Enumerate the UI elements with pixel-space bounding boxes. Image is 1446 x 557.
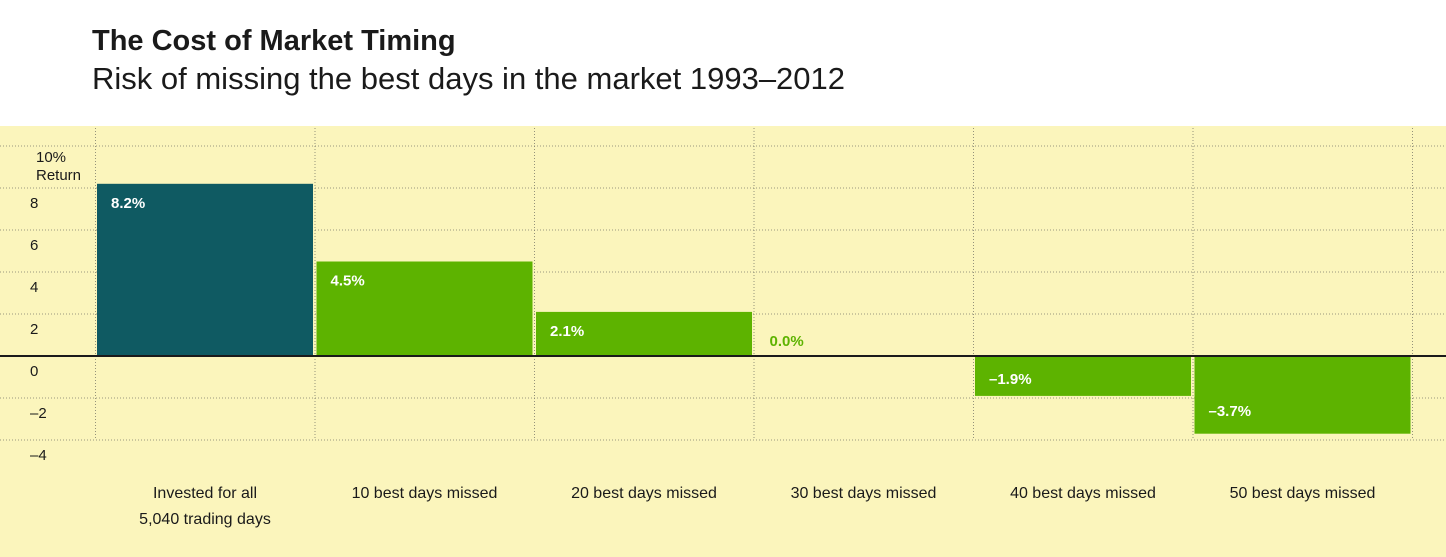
data-label: –1.9% — [989, 371, 1032, 388]
data-label: 0.0% — [770, 333, 804, 350]
bar — [975, 356, 1191, 396]
category-label: 50 best days missed — [1230, 485, 1376, 502]
category-label: 20 best days missed — [571, 485, 717, 502]
y-tick-label: –4 — [30, 447, 47, 464]
y-tick-label: –2 — [30, 405, 47, 422]
category-label: Invested for all — [153, 485, 257, 502]
chart-title: The Cost of Market Timing — [92, 25, 456, 57]
y-tick-label: 6 — [30, 237, 38, 254]
y-tick-label: 2 — [30, 321, 38, 338]
y-tick-label: 8 — [30, 195, 38, 212]
bar — [316, 261, 533, 356]
data-label: –3.7% — [1209, 403, 1252, 420]
category-label: 5,040 trading days — [139, 511, 271, 528]
bar — [536, 311, 752, 356]
bar — [97, 183, 313, 356]
data-label: 4.5% — [331, 273, 365, 290]
data-label: 2.1% — [550, 323, 584, 340]
y-tick-label: 10% — [36, 149, 66, 166]
data-label: 8.2% — [111, 195, 145, 212]
y-tick-label: 0 — [30, 363, 38, 380]
title-block: The Cost of Market Timing Risk of missin… — [92, 24, 845, 98]
chart-subtitle: Risk of missing the best days in the mar… — [92, 61, 846, 96]
category-label: 30 best days missed — [791, 485, 937, 502]
y-tick-label: 4 — [30, 279, 38, 296]
y-axis-label: Return — [36, 167, 81, 184]
bar — [1194, 356, 1411, 434]
category-label: 10 best days missed — [352, 485, 498, 502]
category-label: 40 best days missed — [1010, 485, 1156, 502]
